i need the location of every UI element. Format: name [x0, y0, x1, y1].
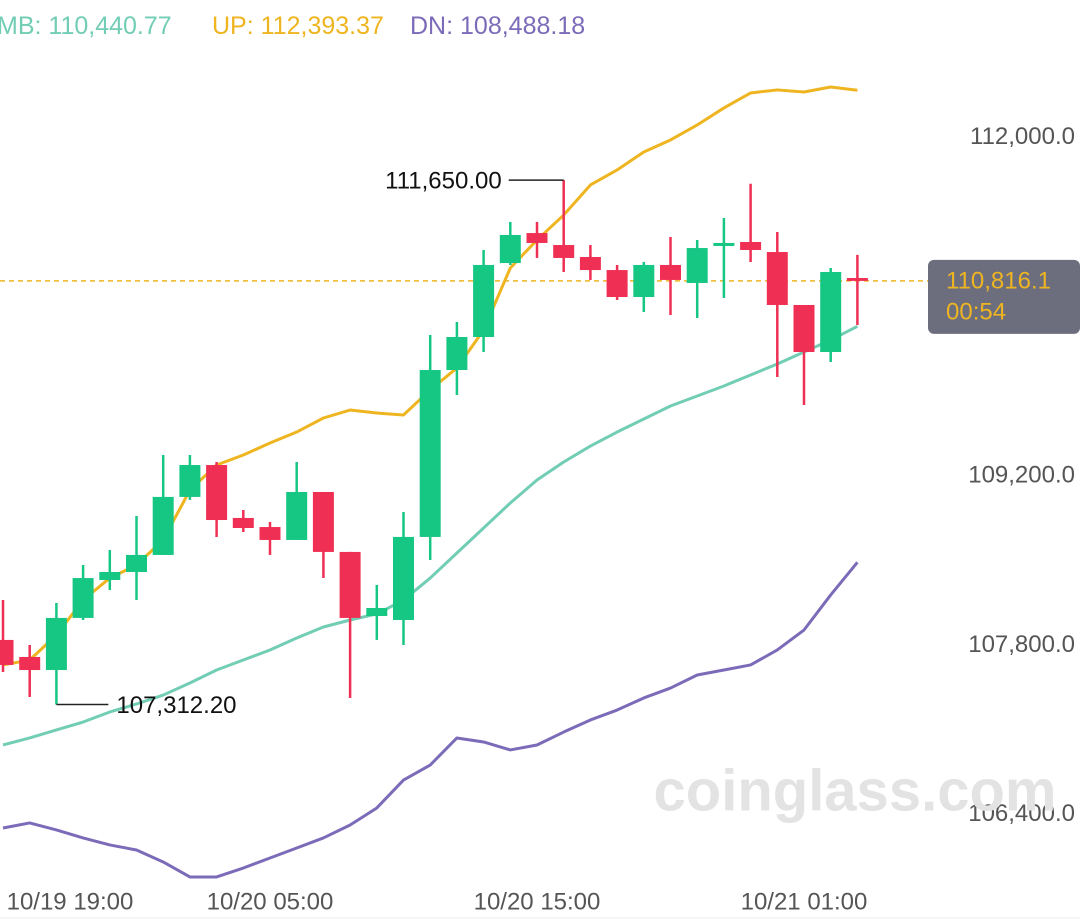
- legend-sep: :: [446, 12, 460, 40]
- candle-body: [499, 234, 521, 264]
- legend-name: UP: [212, 12, 247, 40]
- annotation-label: 107,312.20: [116, 692, 236, 719]
- candle-body: [686, 248, 708, 283]
- candle-body: [0, 639, 14, 665]
- candle-body: [553, 245, 575, 258]
- candle-body: [339, 551, 361, 618]
- candle-body: [232, 517, 254, 528]
- candle-body: [446, 337, 468, 371]
- candle-body: [393, 536, 414, 620]
- candle-body: [312, 491, 334, 552]
- candle-body: [419, 370, 441, 537]
- candle-body: [99, 572, 121, 580]
- x-tick-label: 10/19 19:00: [7, 888, 134, 915]
- watermark: coinglass.com: [654, 758, 1057, 823]
- candle-body: [259, 527, 281, 540]
- x-tick-label: 10/20 15:00: [474, 888, 601, 915]
- legend-name: MB: [0, 12, 35, 40]
- band-line: [2, 324, 859, 747]
- price-label: 110,816.1: [946, 267, 1051, 294]
- candle-body: [526, 233, 548, 243]
- candle-body: [766, 252, 788, 305]
- legend-value: 108,488.18: [460, 12, 585, 40]
- candle-body: [206, 465, 228, 521]
- candle-body: [740, 242, 762, 250]
- y-tick-label: 109,200.0: [968, 462, 1075, 489]
- legend-value: 110,440.77: [48, 12, 171, 40]
- candle-body: [72, 578, 94, 618]
- candle-body: [152, 496, 174, 555]
- candle-body: [179, 465, 201, 497]
- candle-body: [713, 242, 735, 246]
- legend-value: 112,393.37: [261, 12, 384, 40]
- candle-body: [286, 491, 308, 540]
- candle-body: [579, 256, 601, 271]
- x-tick-label: 10/20 05:00: [207, 888, 334, 915]
- legend-name: DN: [410, 12, 446, 40]
- legend-sep: :: [247, 12, 261, 40]
- y-tick-label: 106,400.0: [968, 800, 1075, 827]
- x-tick-label: 10/21 01:00: [741, 888, 868, 915]
- band-line: [2, 561, 859, 879]
- legend-entry: DN: 108,488.18: [410, 12, 585, 40]
- countdown: 00:54: [946, 298, 1006, 325]
- legend-entry: UP: 112,393.37: [212, 12, 384, 40]
- candle-body: [19, 656, 41, 671]
- candle-body: [793, 304, 815, 352]
- candle-body: [473, 264, 495, 338]
- candle-body: [846, 278, 868, 281]
- price-box: [928, 259, 1080, 334]
- annotation-label: 111,650.00: [385, 167, 502, 194]
- legend-sep: :: [35, 12, 49, 40]
- candle-body: [126, 554, 147, 572]
- candle-body: [45, 617, 67, 671]
- candle-body: [606, 270, 628, 297]
- legend-entry: MB: 110,440.77: [0, 12, 172, 40]
- candle-body: [633, 264, 655, 297]
- y-tick-label: 107,800.0: [968, 631, 1075, 658]
- candle-body: [820, 271, 842, 352]
- candle-body: [366, 608, 388, 616]
- candle-body: [660, 264, 681, 280]
- y-tick-label: 112,000.0: [970, 123, 1075, 150]
